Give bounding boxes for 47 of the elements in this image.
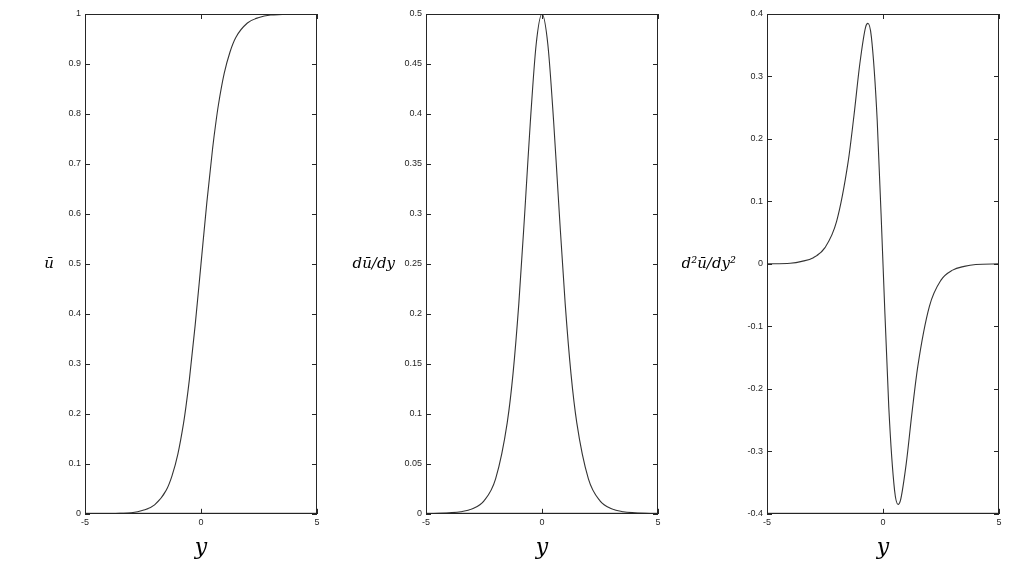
y-tick-label: 0.05 xyxy=(404,458,422,469)
y-tick-label: 0.5 xyxy=(409,8,422,19)
y-tick-label: 0.2 xyxy=(750,133,763,144)
x-tick-label: -5 xyxy=(80,516,90,527)
y-tick-label: 0.4 xyxy=(409,108,422,119)
y-tick-label: 0.3 xyxy=(68,358,81,369)
y-tick-label: 0.4 xyxy=(68,308,81,319)
y-tick-label: 0.35 xyxy=(404,158,422,169)
y-tick-label: 0.7 xyxy=(68,158,81,169)
y-tick-label: 0.3 xyxy=(409,208,422,219)
y-axis-title: ū xyxy=(44,253,54,272)
x-tick-label: 0 xyxy=(198,516,204,527)
y-tick-label: -0.3 xyxy=(747,445,763,456)
y-tick-label: 0 xyxy=(416,508,422,519)
y-axis-title: d²ū/dy² xyxy=(681,253,736,272)
y-tick-label: 0 xyxy=(757,258,763,269)
x-axis-title: y xyxy=(875,533,890,559)
y-tick-label: 0.1 xyxy=(750,195,763,206)
y-tick-label: 0.8 xyxy=(68,108,81,119)
y-tick-label: -0.2 xyxy=(747,383,763,394)
y-tick-label: 0.15 xyxy=(404,358,422,369)
x-tick-label: 0 xyxy=(880,516,886,527)
y-tick-label: 0.2 xyxy=(409,308,422,319)
y-tick-label: -0.4 xyxy=(747,508,763,519)
y-tick-label: 0.3 xyxy=(750,70,763,81)
x-tick-label: -5 xyxy=(421,516,431,527)
y-tick-label: 1 xyxy=(75,8,81,19)
x-tick-label: 5 xyxy=(996,516,1002,527)
x-tick-label: 5 xyxy=(655,516,661,527)
y-tick-label: 0.9 xyxy=(68,58,81,69)
y-tick-label: 0.1 xyxy=(68,458,81,469)
y-tick-label: -0.1 xyxy=(747,320,763,331)
y-axis-title: dū/dy xyxy=(352,253,396,272)
y-tick-label: 0 xyxy=(75,508,81,519)
x-axis-title: y xyxy=(534,533,549,559)
y-tick-label: 0.5 xyxy=(68,258,81,269)
y-tick-label: 0.45 xyxy=(404,58,422,69)
x-tick-label: 5 xyxy=(314,516,320,527)
y-tick-label: 0.25 xyxy=(404,258,422,269)
x-tick-label: 0 xyxy=(539,516,545,527)
y-tick-label: 0.6 xyxy=(68,208,81,219)
y-tick-label: 0.4 xyxy=(750,8,763,19)
x-tick-label: -5 xyxy=(762,516,772,527)
x-axis-title: y xyxy=(193,533,208,559)
y-tick-label: 0.1 xyxy=(409,408,422,419)
y-tick-label: 0.2 xyxy=(68,408,81,419)
line-series xyxy=(767,22,999,505)
